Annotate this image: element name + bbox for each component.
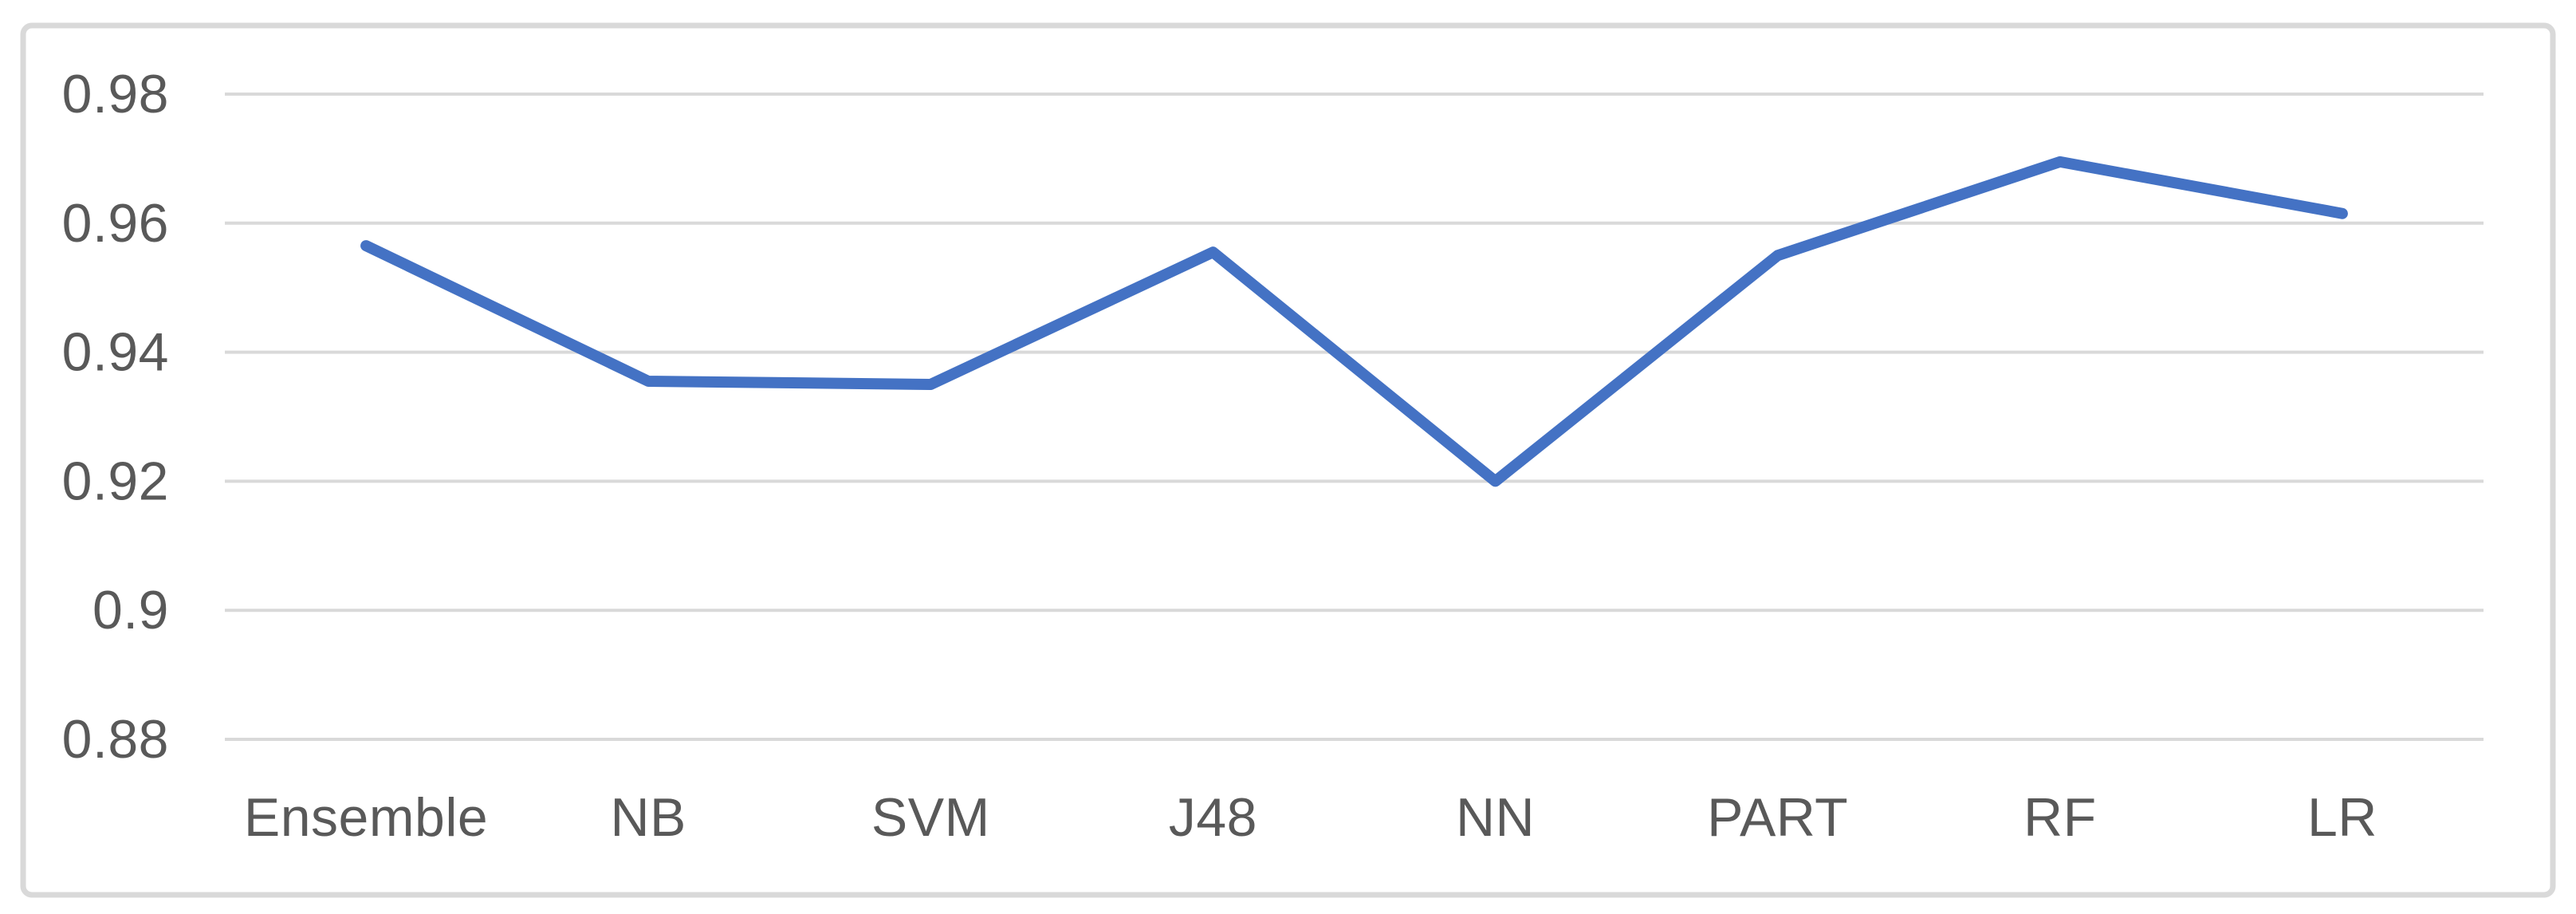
x-tick-label: LR	[2307, 787, 2377, 848]
y-tick-label: 0.9	[92, 580, 169, 640]
y-tick-label: 0.94	[62, 322, 169, 383]
series-line	[360, 156, 2348, 487]
x-tick-label: NN	[1456, 787, 1535, 848]
x-axis-labels: Ensemble NB SVM J48 NN PART RF LR	[244, 787, 2377, 848]
y-tick-label: 0.96	[62, 193, 169, 254]
x-tick-label: SVM	[871, 787, 990, 848]
chart-frame-border	[20, 22, 2556, 898]
y-tick-label: 0.92	[62, 451, 169, 511]
x-tick-label: Ensemble	[244, 787, 488, 848]
x-tick-label: PART	[1707, 787, 1848, 848]
gridlines	[225, 93, 2484, 741]
y-tick-label: 0.88	[62, 709, 169, 770]
x-tick-label: RF	[2023, 787, 2097, 848]
x-tick-label: J48	[1169, 787, 1257, 848]
y-axis-labels: 0.98 0.96 0.94 0.92 0.9 0.88	[62, 64, 169, 770]
y-tick-label: 0.98	[62, 64, 169, 124]
x-tick-label: NB	[610, 787, 686, 848]
